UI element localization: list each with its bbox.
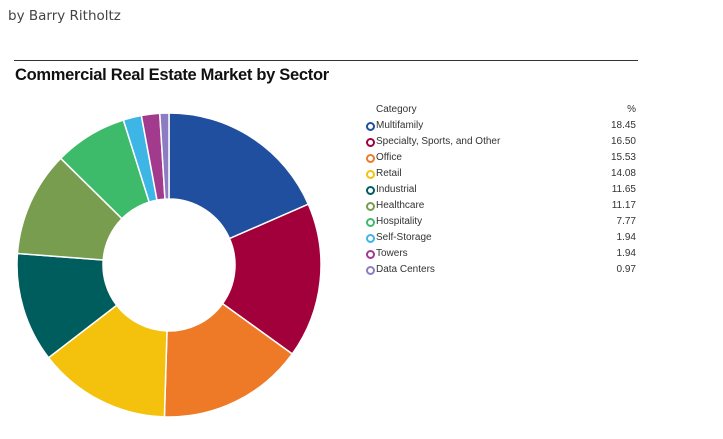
legend-value: 14.08 xyxy=(610,168,636,179)
legend-item: Specialty, Sports, and Other 16.50 xyxy=(366,134,638,150)
chart-title: Commercial Real Estate Market by Sector xyxy=(15,66,329,84)
legend-swatch-icon xyxy=(366,154,375,163)
legend-item: Industrial 11.65 xyxy=(366,182,638,198)
donut-slice xyxy=(168,112,310,240)
legend-swatch-icon xyxy=(366,202,375,211)
legend-value: 1.94 xyxy=(616,232,636,243)
donut-slice xyxy=(158,112,170,200)
legend-label: Hospitality xyxy=(376,216,423,227)
legend-item: Retail 14.08 xyxy=(366,166,638,182)
legend-swatch-icon xyxy=(366,266,375,275)
legend-label: Towers xyxy=(376,248,408,259)
legend-header-percent: % xyxy=(627,104,636,115)
legend-label: Self-Storage xyxy=(376,232,432,243)
legend-header-category: Category xyxy=(376,104,417,115)
legend-value: 15.53 xyxy=(610,152,636,163)
legend-label: Office xyxy=(376,152,402,163)
legend-header: Category % xyxy=(366,102,638,118)
donut-slice xyxy=(221,203,322,356)
legend-value: 0.97 xyxy=(616,264,636,275)
legend-swatch-icon xyxy=(366,138,375,147)
legend-swatch-icon xyxy=(366,170,375,179)
legend-swatch-icon xyxy=(366,218,375,227)
legend-label: Industrial xyxy=(376,184,417,195)
legend-item: Self-Storage 1.94 xyxy=(366,230,638,246)
legend-item: Office 15.53 xyxy=(366,150,638,166)
legend-label: Healthcare xyxy=(376,200,425,211)
chart-legend: Category % Multifamily 18.45 Specialty, Sp… xyxy=(366,102,638,278)
legend-rows: Multifamily 18.45 Specialty, Sports, and O… xyxy=(366,118,638,278)
legend-value: 7.77 xyxy=(616,216,636,227)
legend-item: Hospitality 7.77 xyxy=(366,214,638,230)
legend-value: 1.94 xyxy=(616,248,636,259)
legend-swatch-icon xyxy=(366,250,375,259)
legend-value: 11.17 xyxy=(611,200,636,211)
legend-item: Towers 1.94 xyxy=(366,246,638,262)
donut-chart xyxy=(16,112,322,418)
legend-value: 16.50 xyxy=(610,136,636,147)
legend-swatch-icon xyxy=(366,122,375,131)
legend-swatch-icon xyxy=(366,186,375,195)
legend-label: Data Centers xyxy=(376,264,435,275)
legend-item: Healthcare 11.17 xyxy=(366,198,638,214)
donut-slice xyxy=(47,304,168,418)
legend-item: Multifamily 18.45 xyxy=(366,118,638,134)
legend-label: Retail xyxy=(376,168,402,179)
legend-value: 18.45 xyxy=(610,120,636,131)
title-divider xyxy=(14,60,638,61)
byline: by Barry Ritholtz xyxy=(8,8,121,24)
legend-label: Multifamily xyxy=(376,120,424,131)
donut-slices xyxy=(16,112,322,418)
legend-label: Specialty, Sports, and Other xyxy=(376,136,501,147)
legend-value: 11.65 xyxy=(611,184,636,195)
legend-swatch-icon xyxy=(366,234,375,243)
legend-item: Data Centers 0.97 xyxy=(366,262,638,278)
donut-slice xyxy=(163,302,294,418)
